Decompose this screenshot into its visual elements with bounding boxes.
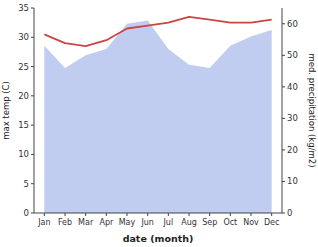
y2-tick-label: 30 (287, 113, 298, 123)
x-tick-label: Oct (223, 218, 237, 227)
x-tick (209, 213, 210, 216)
y-tick (31, 213, 34, 214)
x-tick-label: Mar (78, 218, 94, 227)
x-tick-label: May (119, 218, 136, 227)
y-tick-label: 15 (18, 120, 29, 130)
y2-tick (282, 181, 285, 182)
y-tick (31, 95, 34, 96)
x-tick-label: Dec (264, 218, 279, 227)
precip-area (44, 21, 271, 213)
y-tick-label: 0 (24, 208, 29, 218)
y-tick-label: 10 (18, 149, 29, 159)
y-tick-label: 20 (18, 91, 29, 101)
y2-axis-label: med. precipitation (kg/m2) (307, 53, 317, 167)
x-tick (106, 213, 107, 216)
x-tick-label: Apr (99, 218, 114, 227)
y2-tick-label: 0 (287, 208, 292, 218)
y-tick (31, 8, 34, 9)
x-tick-label: Jan (37, 218, 50, 227)
y-tick (31, 37, 34, 38)
x-tick-label: Nov (243, 218, 259, 227)
x-tick (147, 213, 148, 216)
y-tick-label: 30 (18, 32, 29, 42)
y2-tick (282, 86, 285, 87)
y2-tick-label: 10 (287, 176, 298, 186)
chart: Jan Feb Mar Apr May Jun Jul Aug Sep Oct Nov Dec 0 5 10… (0, 0, 318, 247)
y2-tick-label: 60 (287, 19, 298, 29)
x-tick-label: Sep (202, 218, 217, 227)
y-tick (31, 66, 34, 67)
x-tick-label: Jul (163, 218, 174, 227)
y2-tick-label: 40 (287, 82, 298, 92)
y-tick-label: 35 (18, 3, 29, 13)
x-tick (230, 213, 231, 216)
y-tick-label: 25 (18, 62, 29, 72)
plot-area (44, 17, 271, 213)
y-axis-line (34, 8, 35, 213)
y-tick (31, 125, 34, 126)
y-tick (31, 183, 34, 184)
x-axis-line (34, 213, 282, 214)
x-tick (271, 213, 272, 216)
x-tick (168, 213, 169, 216)
x-axis-label: date (month) (123, 233, 194, 244)
y2-tick-label: 20 (287, 145, 298, 155)
y2-tick (282, 149, 285, 150)
x-tick (251, 213, 252, 216)
y-tick-label: 5 (24, 179, 29, 189)
y2-tick (282, 213, 285, 214)
x-tick-label: Jun (140, 218, 154, 227)
x-tick (189, 213, 190, 216)
y2-tick (282, 23, 285, 24)
x-tick-label: Aug (181, 218, 197, 227)
x-tick (127, 213, 128, 216)
y-tick (31, 154, 34, 155)
y2-tick (282, 118, 285, 119)
y2-tick (282, 55, 285, 56)
y-axis-label: max temp (C) (1, 81, 11, 140)
x-tick (85, 213, 86, 216)
y2-axis-line (282, 8, 283, 213)
temp-line (44, 17, 271, 46)
x-tick (44, 213, 45, 216)
x-tick-label: Feb (58, 218, 72, 227)
x-tick (65, 213, 66, 216)
y2-tick-label: 50 (287, 50, 298, 60)
